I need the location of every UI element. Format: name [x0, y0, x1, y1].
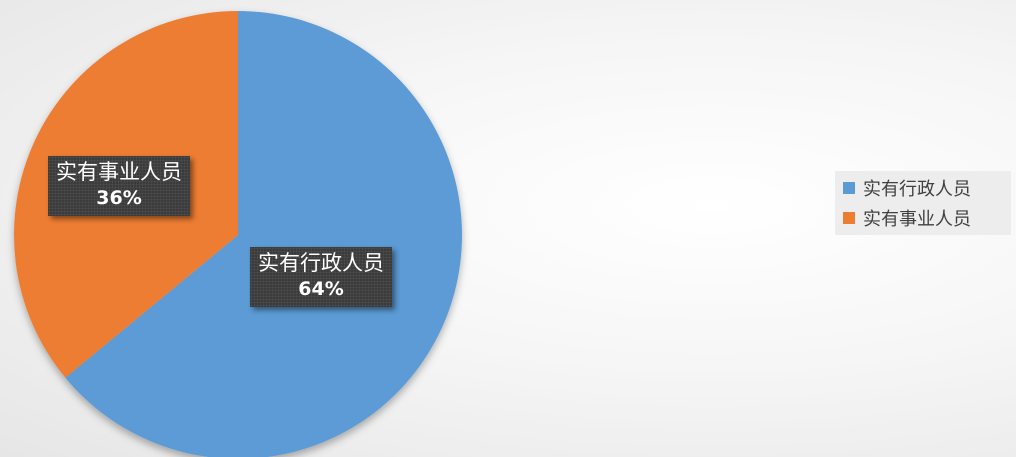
legend-swatch — [843, 182, 855, 194]
data-label-name: 实有行政人员 — [258, 251, 384, 276]
data-label-admin-staff: 实有行政人员 64% — [250, 247, 392, 307]
legend-label: 实有事业人员 — [863, 205, 971, 231]
legend-label: 实有行政人员 — [863, 175, 971, 201]
legend-item-admin-staff[interactable]: 实有行政人员 — [843, 173, 1009, 203]
legend-item-institution-staff[interactable]: 实有事业人员 — [843, 203, 1009, 233]
legend-swatch — [843, 212, 855, 224]
data-label-percent: 64% — [258, 278, 384, 301]
chart-legend: 实有行政人员 实有事业人员 — [835, 171, 1011, 235]
data-label-name: 实有事业人员 — [56, 160, 182, 185]
data-label-percent: 36% — [56, 187, 182, 210]
data-label-institution-staff: 实有事业人员 36% — [48, 156, 190, 216]
